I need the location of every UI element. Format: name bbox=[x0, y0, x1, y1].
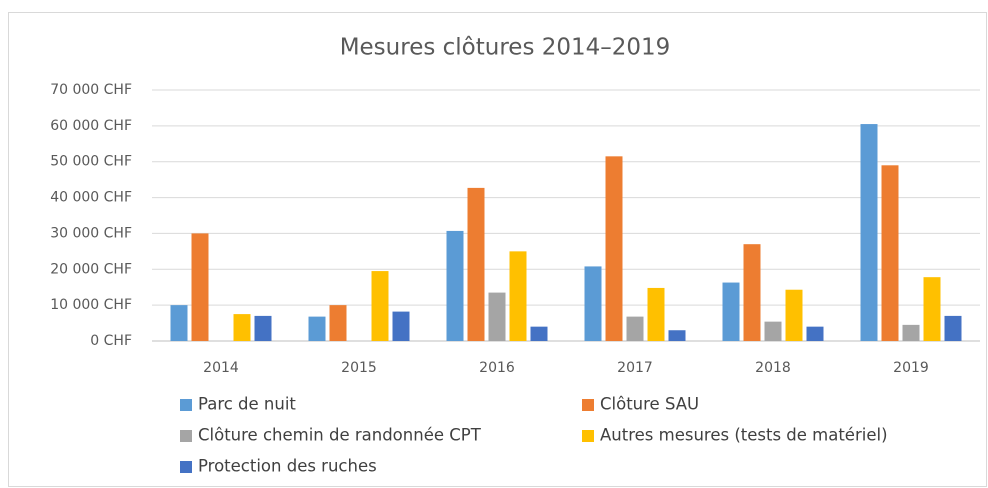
bar bbox=[308, 316, 326, 341]
bar bbox=[647, 287, 665, 341]
bar bbox=[605, 156, 623, 341]
x-tick-label: 2017 bbox=[617, 360, 653, 376]
bar bbox=[902, 324, 920, 341]
chart-title: Mesures clôtures 2014–2019 bbox=[340, 35, 671, 61]
bar bbox=[626, 316, 644, 341]
x-tick-label: 2016 bbox=[479, 360, 515, 376]
bar bbox=[860, 124, 878, 341]
legend-swatch bbox=[180, 461, 192, 473]
bar bbox=[191, 233, 209, 341]
bar bbox=[806, 326, 824, 341]
y-tick-label: 50 000 CHF bbox=[50, 154, 132, 170]
y-tick-label: 40 000 CHF bbox=[50, 190, 132, 206]
legend-label: Protection des ruches bbox=[198, 457, 377, 476]
y-tick-label: 30 000 CHF bbox=[50, 225, 132, 241]
x-tick-label: 2019 bbox=[893, 360, 929, 376]
legend-swatch bbox=[180, 399, 192, 411]
y-tick-label: 60 000 CHF bbox=[50, 118, 132, 134]
bar bbox=[170, 305, 188, 341]
bar bbox=[329, 305, 347, 341]
bar bbox=[467, 187, 485, 341]
legend-label: Autres mesures (tests de matériel) bbox=[600, 426, 888, 445]
bar bbox=[254, 315, 272, 341]
legend-swatch bbox=[582, 399, 594, 411]
bar bbox=[530, 326, 548, 341]
legend-swatch bbox=[180, 430, 192, 442]
bar bbox=[881, 165, 899, 341]
bar bbox=[584, 266, 602, 341]
bar bbox=[509, 251, 527, 341]
legend-label: Clôture chemin de randonnée CPT bbox=[198, 426, 482, 445]
legend-swatch bbox=[582, 430, 594, 442]
bar bbox=[488, 292, 506, 341]
bar bbox=[764, 321, 782, 341]
y-tick-label: 70 000 CHF bbox=[50, 82, 132, 98]
legend-label: Clôture SAU bbox=[600, 395, 699, 414]
bar bbox=[371, 271, 389, 341]
bar bbox=[668, 330, 686, 341]
x-tick-label: 2015 bbox=[341, 360, 377, 376]
bar bbox=[446, 230, 464, 341]
y-tick-label: 20 000 CHF bbox=[50, 261, 132, 277]
x-tick-label: 2018 bbox=[755, 360, 791, 376]
bar bbox=[392, 311, 410, 341]
bar bbox=[722, 282, 740, 341]
bar bbox=[233, 314, 251, 341]
bar bbox=[944, 315, 962, 341]
y-tick-label: 10 000 CHF bbox=[50, 297, 132, 313]
legend-label: Parc de nuit bbox=[198, 395, 296, 414]
y-tick-label: 0 CHF bbox=[90, 333, 132, 349]
bar bbox=[785, 289, 803, 341]
chart-border bbox=[8, 12, 987, 487]
x-tick-label: 2014 bbox=[203, 360, 239, 376]
bar bbox=[923, 277, 941, 341]
bar bbox=[743, 244, 761, 341]
